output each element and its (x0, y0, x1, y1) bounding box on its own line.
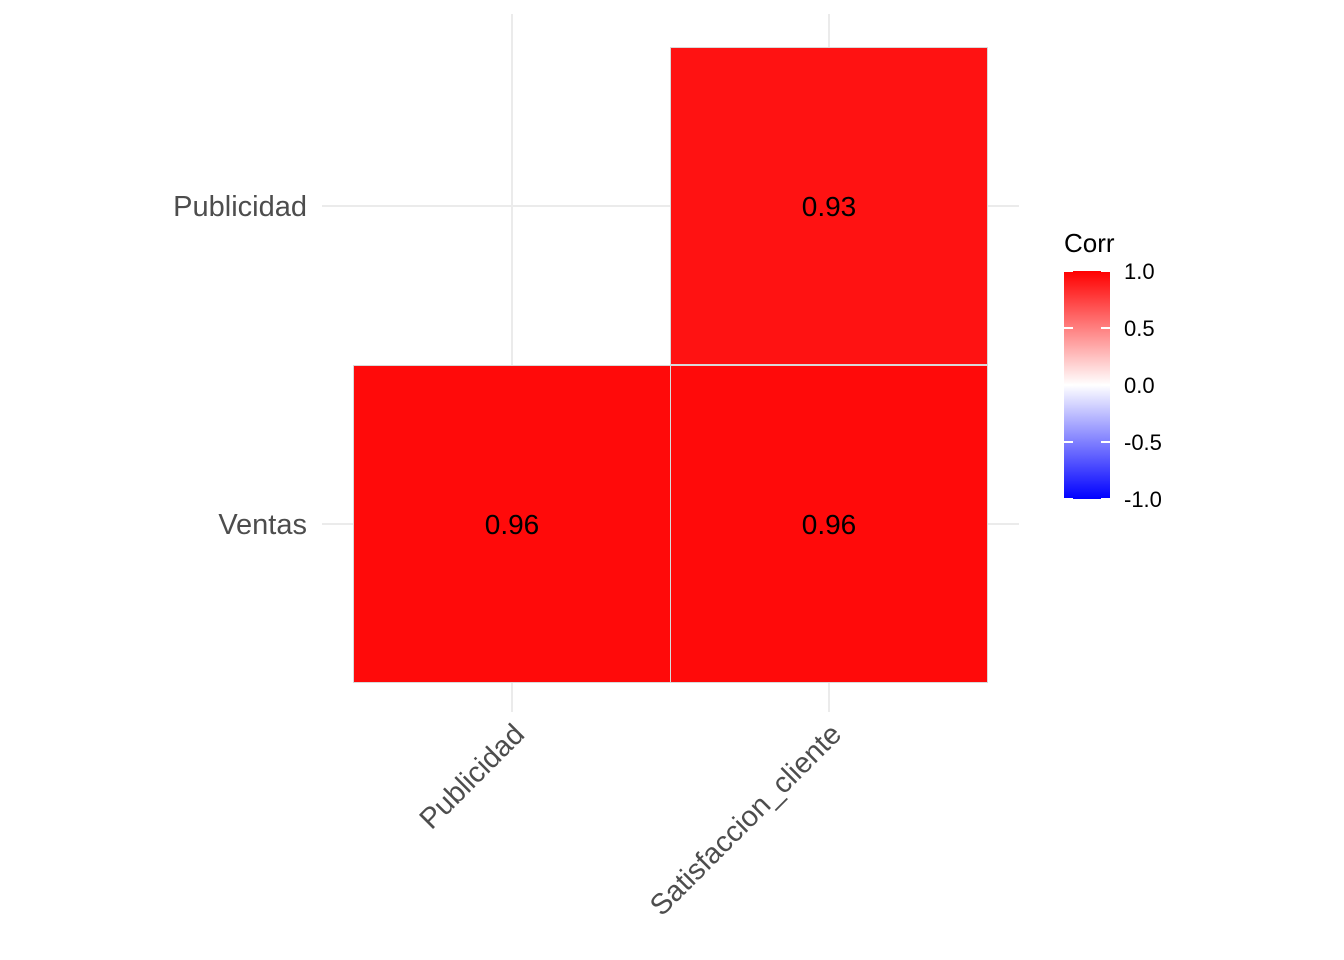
heatmap-tile (670, 47, 988, 365)
legend-tick-label: 1.0 (1124, 259, 1155, 284)
y-tick-label: Ventas (218, 509, 307, 541)
cell-value-labels: 0.96 0.96 0.93 (485, 191, 857, 540)
legend-title: Corr (1064, 228, 1115, 258)
heatmap-tile (670, 365, 988, 683)
x-tick-label: Satisfaccion_cliente (644, 718, 848, 922)
cell-value-label: 0.96 (485, 509, 540, 540)
y-tick-label: Publicidad (173, 191, 307, 223)
legend-tick-label: -0.5 (1124, 430, 1162, 455)
legend-tick-label: 0.5 (1124, 316, 1155, 341)
y-axis: Ventas Publicidad (173, 191, 307, 541)
x-axis: Publicidad Satisfaccion_cliente (414, 718, 848, 922)
cell-value-label: 0.93 (802, 191, 857, 222)
x-tick-label: Publicidad (414, 718, 531, 835)
legend-tick-label: 0.0 (1124, 373, 1155, 398)
heatmap-tiles (353, 47, 988, 683)
heatmap-tile (353, 365, 671, 683)
color-legend: Corr 1.0 0.5 0.0 -0.5 -1.0 (1064, 228, 1162, 512)
cell-value-label: 0.96 (802, 509, 857, 540)
legend-tick-label: -1.0 (1124, 487, 1162, 512)
